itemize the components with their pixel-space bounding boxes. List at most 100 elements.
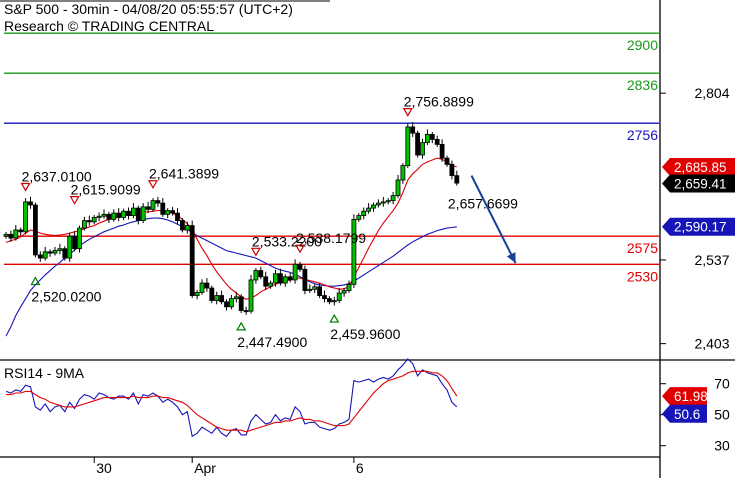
candle [302, 265, 308, 295]
candle-body [135, 207, 141, 221]
candle [179, 218, 185, 233]
price-tag-label: 2,659.41 [674, 176, 727, 191]
candle [77, 225, 82, 253]
candle-body [82, 220, 87, 229]
candle-body [297, 263, 303, 270]
candle-body [228, 298, 234, 308]
candle-body [233, 296, 239, 300]
candle [8, 230, 14, 242]
candle [106, 211, 112, 224]
swing-low-marker [329, 313, 340, 323]
price-tag-red: 2,685.85 [662, 157, 735, 176]
rsi-tag-shape [662, 404, 707, 423]
candle [199, 279, 205, 295]
candle-body [454, 175, 460, 184]
candle [258, 266, 264, 280]
candle-body [371, 204, 376, 209]
candle-body [243, 310, 249, 313]
candle-body [366, 207, 372, 212]
y-tick-label: 2,403 [694, 336, 729, 352]
candle [439, 139, 445, 162]
candle-body [356, 215, 362, 220]
candle [101, 209, 107, 219]
candle-body [351, 218, 357, 285]
candle-body [189, 225, 195, 296]
candle-body [449, 163, 455, 177]
candle [170, 206, 176, 216]
swing-high-marker [147, 180, 159, 189]
candle-body [375, 202, 381, 206]
candle [268, 280, 274, 289]
candle-body [302, 268, 308, 291]
rsi-tag-blue: 50.6 [662, 404, 707, 423]
candle [52, 246, 58, 256]
price-tags: 2,685.852,659.41 2,590.17 [662, 157, 735, 236]
price-tag-shape [662, 157, 735, 176]
level-label-2900: 2900 [627, 37, 658, 53]
candle [33, 202, 38, 258]
candle [277, 268, 283, 286]
candle-body [219, 295, 225, 303]
candle [228, 294, 234, 310]
rsi-tick-label: 70 [714, 376, 730, 392]
candle [410, 121, 416, 137]
price-tag-shape [662, 174, 735, 193]
candle-body [13, 229, 19, 239]
candle-body [150, 200, 156, 210]
candle [424, 129, 430, 146]
candle-body [126, 210, 131, 217]
candle [385, 198, 391, 205]
rsi-tag-shape [662, 387, 707, 406]
level-label-2575: 2575 [627, 240, 658, 256]
candle [233, 291, 239, 303]
candle-body [37, 254, 43, 259]
candle [400, 163, 406, 184]
candle [175, 208, 180, 225]
swing-low-marker [30, 276, 41, 286]
candle-body [86, 220, 92, 223]
candle [189, 220, 195, 299]
candle-body [57, 248, 63, 251]
candle-body [248, 279, 254, 312]
swing-low-marker [236, 321, 247, 331]
candle [86, 215, 92, 226]
candle-body [292, 263, 298, 281]
candle-body [424, 134, 430, 143]
swing-high-marker [250, 247, 261, 257]
x-tick-label: 30 [96, 460, 112, 476]
candle-body [307, 288, 313, 291]
time-x-axis: 30 Apr 6 [93, 457, 364, 476]
candle-body [194, 292, 200, 296]
candle [361, 207, 367, 220]
candle [140, 203, 146, 224]
candle [209, 285, 215, 304]
candle [243, 306, 249, 315]
candle-body [18, 229, 24, 233]
candle [434, 135, 440, 147]
candle-body [140, 206, 146, 221]
candle [57, 243, 63, 255]
candle-body [130, 207, 136, 217]
candle-body [444, 157, 450, 165]
swing-low-label: 2,459.9600 [330, 326, 400, 342]
candle-body [341, 290, 347, 294]
swing-high-label: 2,538.1799 [296, 230, 366, 246]
candle-body [258, 270, 264, 278]
candle [429, 131, 435, 144]
candle [317, 283, 323, 299]
candle-body [380, 201, 386, 204]
rsi-tick-label: 50 [714, 407, 730, 423]
candle-body [52, 250, 58, 254]
candle [263, 271, 269, 290]
candle-body [282, 276, 288, 284]
candle [253, 268, 259, 284]
level-label-2756: 2756 [627, 127, 658, 143]
rsi-tag-label: 61.9842 [674, 389, 723, 404]
candle [248, 274, 254, 314]
candle-body [253, 270, 259, 281]
candle [126, 207, 131, 220]
candle-body [145, 206, 151, 210]
candle [184, 221, 190, 234]
